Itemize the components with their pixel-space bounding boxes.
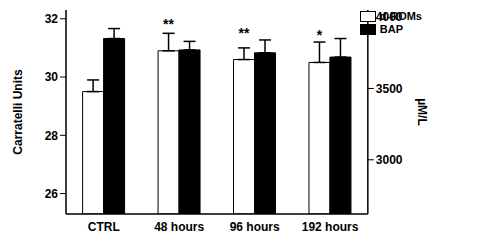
svg-text:26: 26 [45,187,59,201]
svg-text:Carratelli Units: Carratelli Units [11,69,25,155]
svg-text:**: ** [239,25,250,41]
svg-text:48 hours: 48 hours [154,220,204,234]
svg-text:28: 28 [45,129,59,143]
svg-text:CTRL: CTRL [88,220,120,234]
svg-text:*: * [317,27,323,43]
svg-text:192 hours: 192 hours [302,220,359,234]
svg-text:32: 32 [45,12,59,26]
svg-text:30: 30 [45,70,59,84]
svg-text:**: ** [163,16,174,32]
svg-text:3000: 3000 [376,153,403,167]
svg-text:4000: 4000 [376,10,403,24]
svg-text:3500: 3500 [376,82,403,96]
svg-text:96 hours: 96 hours [230,220,280,234]
svg-text:µM/L: µM/L [415,98,429,126]
